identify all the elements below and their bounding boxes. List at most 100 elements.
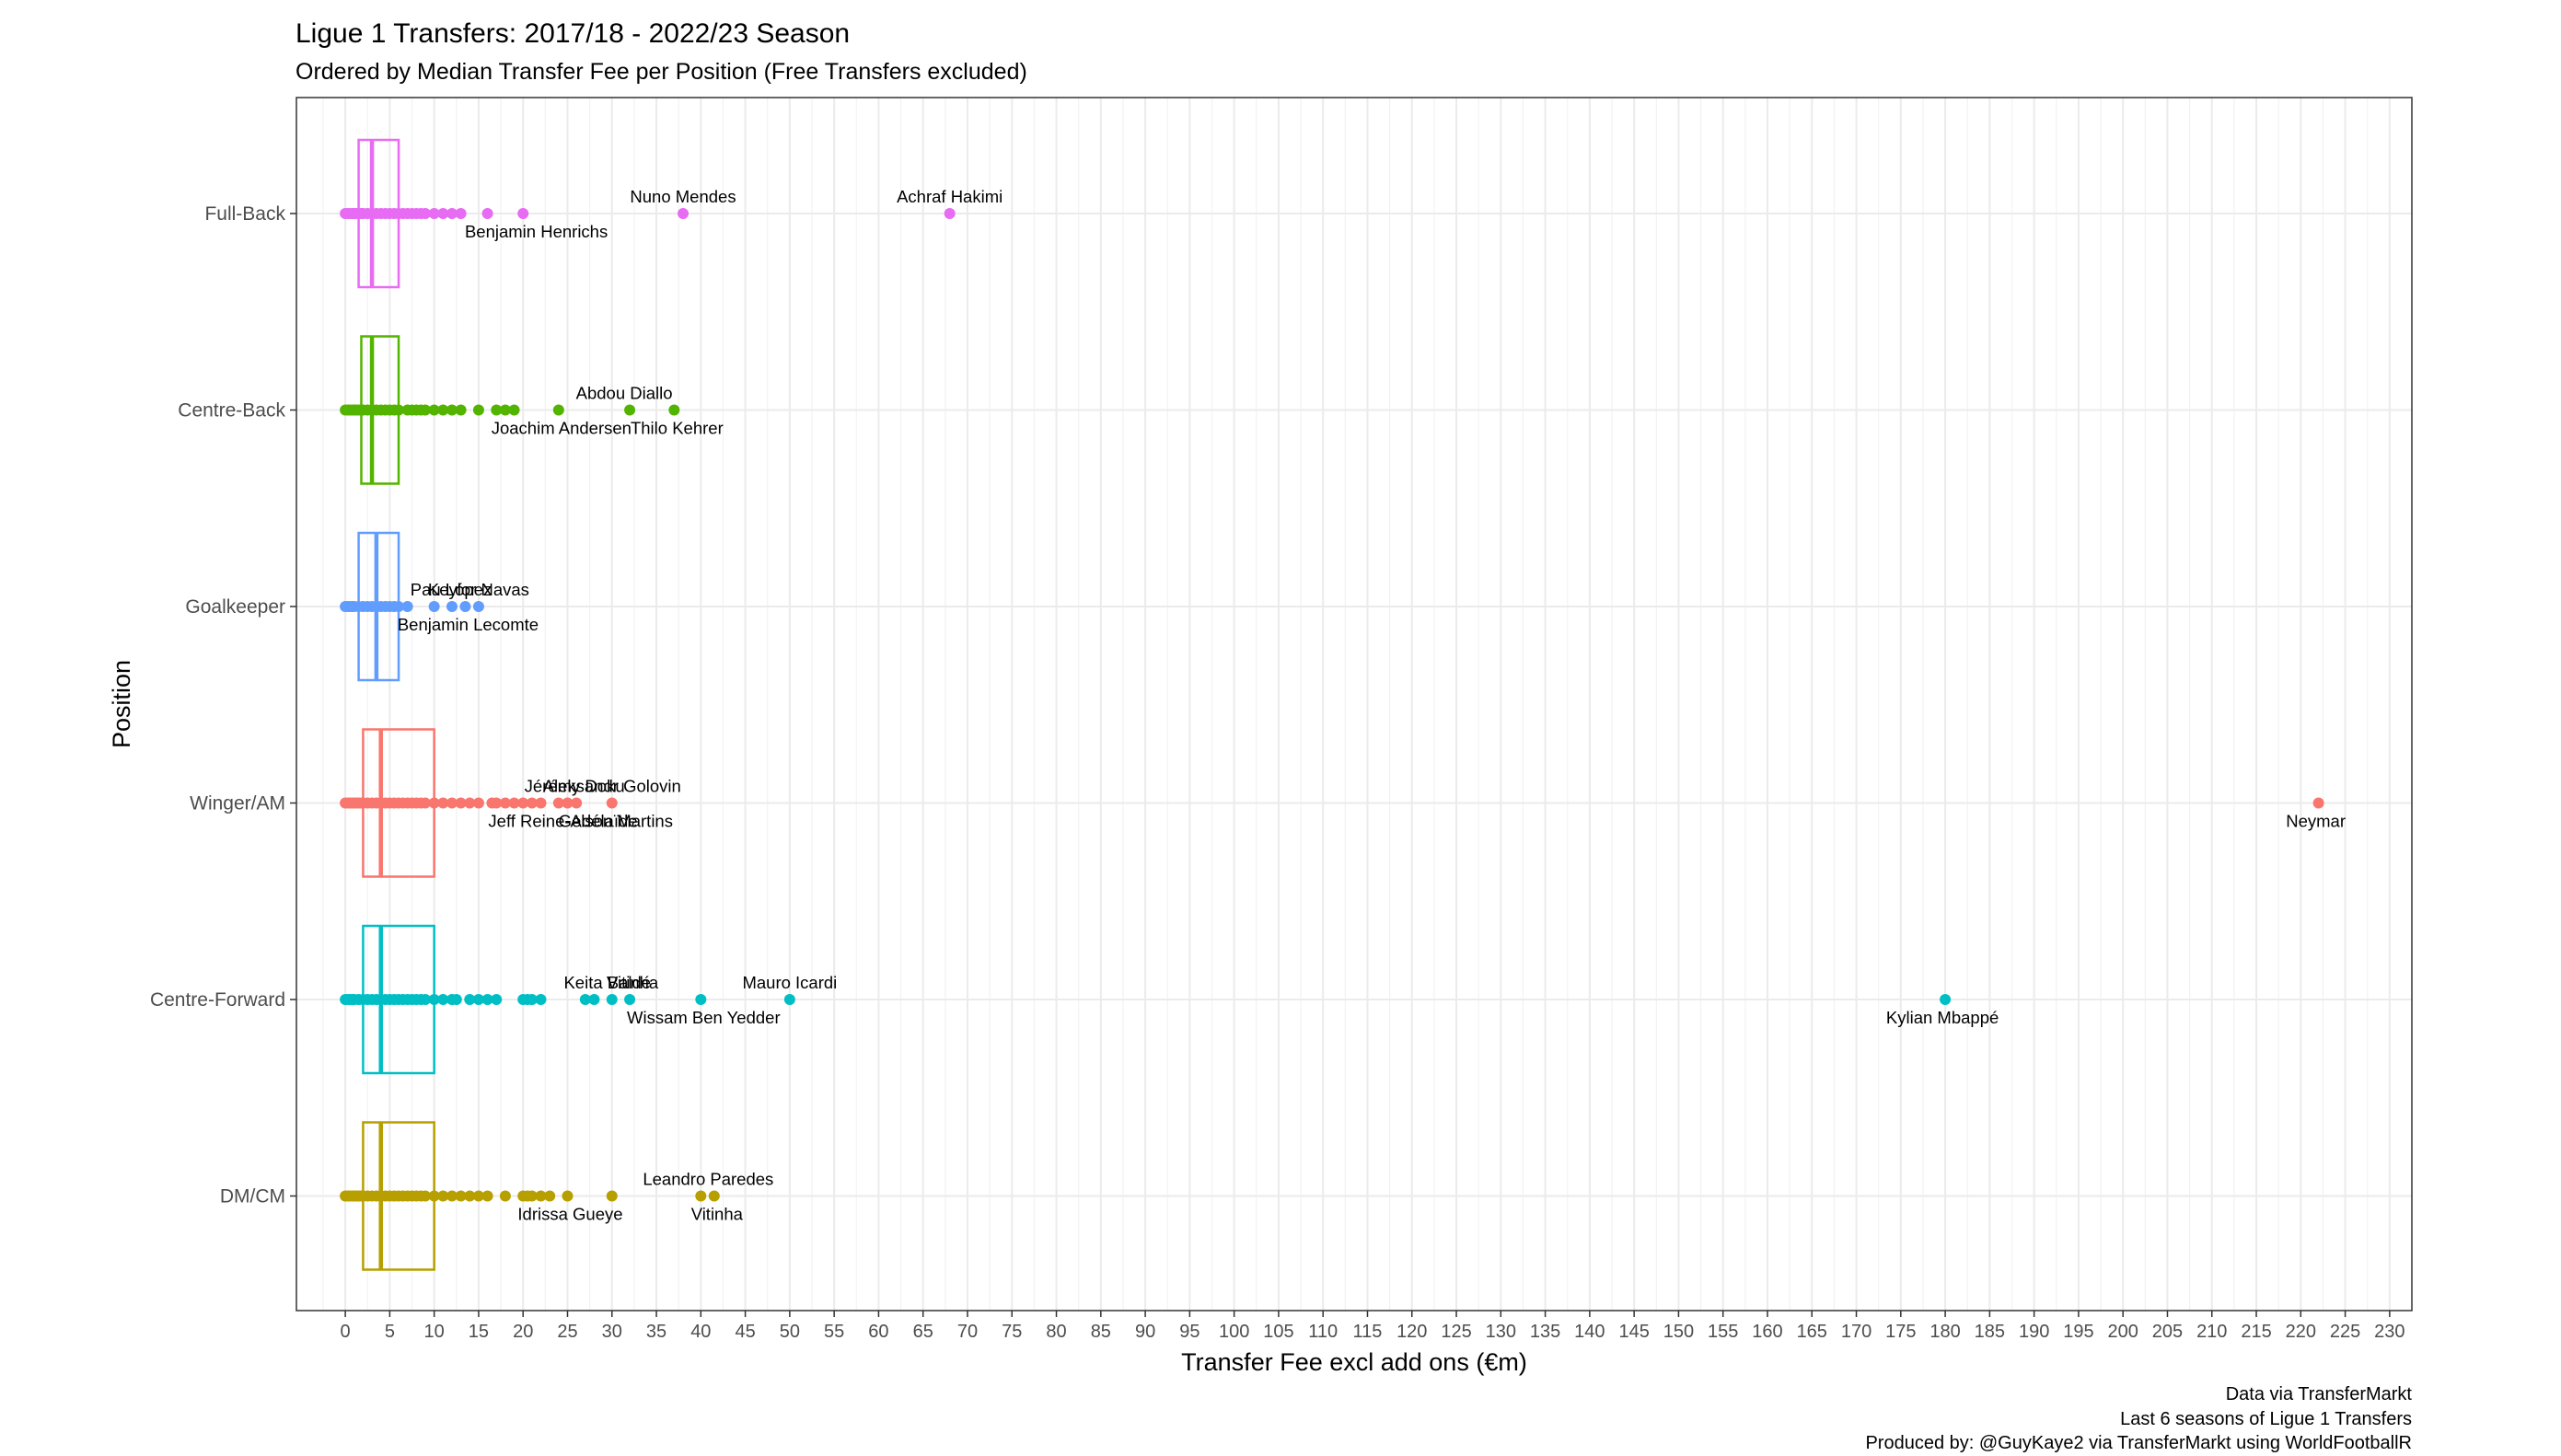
data-point	[464, 797, 476, 809]
data-point	[437, 404, 449, 416]
data-point	[552, 797, 564, 809]
data-point	[420, 994, 432, 1005]
data-point	[455, 1190, 467, 1202]
data-point	[428, 404, 440, 416]
point-label: Kylian Mbappé	[1886, 1008, 1999, 1027]
x-tick-label: 185	[1975, 1322, 2005, 1342]
point-label: Keita Baldé	[563, 973, 651, 992]
data-point	[428, 797, 440, 809]
point-label: Vitinha	[607, 973, 659, 992]
data-point	[472, 404, 484, 416]
y-tick-label: Centre-Forward	[150, 989, 285, 1011]
point-label: Joachim Andersen	[492, 419, 632, 438]
caption-line-2: Last 6 seasons of Ligue 1 Transfers	[2120, 1409, 2412, 1429]
x-tick-label: 95	[1179, 1322, 1199, 1342]
data-point	[508, 404, 520, 416]
x-axis: 0 5 10 15 20 25 30 35 40 45 50 55 60 65 70 75 80 85 90 95 10…	[341, 1311, 2405, 1342]
x-tick-label: 145	[1618, 1322, 1649, 1342]
x-tick-label: 180	[1929, 1322, 1960, 1342]
data-point	[437, 1190, 449, 1202]
x-tick-label: 40	[690, 1322, 711, 1342]
data-point	[472, 1190, 484, 1202]
point-layer	[340, 208, 2324, 1202]
x-tick-label: 10	[424, 1322, 445, 1342]
data-point	[499, 404, 511, 416]
data-point	[544, 1190, 556, 1202]
plot-panel	[296, 98, 2412, 1311]
x-tick-label: 105	[1263, 1322, 1293, 1342]
data-point	[491, 797, 503, 809]
x-tick-label: 215	[2241, 1322, 2271, 1342]
x-tick-label: 150	[1663, 1322, 1694, 1342]
x-tick-label: 90	[1135, 1322, 1155, 1342]
y-tick-label: Centre-Back	[178, 400, 285, 422]
x-tick-label: 125	[1441, 1322, 1471, 1342]
data-point	[588, 994, 600, 1005]
data-point	[606, 797, 618, 809]
data-point	[464, 1190, 476, 1202]
y-tick-label: Winger/AM	[190, 793, 285, 815]
point-label: Nuno Mendes	[630, 187, 736, 206]
point-label: Neymar	[2286, 812, 2346, 831]
data-point	[428, 208, 440, 219]
y-axis-label: Position	[108, 660, 135, 748]
x-tick-label: 65	[913, 1322, 933, 1342]
data-point	[526, 994, 538, 1005]
x-tick-label: 155	[1708, 1322, 1738, 1342]
data-point	[401, 601, 413, 612]
x-tick-label: 210	[2196, 1322, 2227, 1342]
y-tick-label: Goalkeeper	[185, 596, 285, 618]
point-label: Vitinha	[691, 1205, 744, 1224]
point-label: Achraf Hakimi	[897, 187, 1002, 206]
x-tick-label: 120	[1396, 1322, 1427, 1342]
data-point	[668, 404, 680, 416]
x-tick-label: 205	[2152, 1322, 2183, 1342]
point-label: Benjamin Henrichs	[465, 222, 608, 241]
x-tick-label: 45	[735, 1322, 755, 1342]
data-point	[481, 1190, 493, 1202]
point-label: Aleksandr Golovin	[543, 777, 681, 796]
point-label: Gelson Martins	[559, 812, 673, 831]
data-point	[1940, 994, 1952, 1005]
data-point	[491, 994, 503, 1005]
data-point	[446, 1190, 458, 1202]
data-point	[428, 994, 440, 1005]
data-point	[624, 994, 636, 1005]
x-tick-label: 75	[1002, 1322, 1022, 1342]
data-point	[437, 208, 449, 219]
point-label: Abdou Diallo	[576, 384, 673, 403]
data-point	[535, 797, 547, 809]
point-label: Pau López	[411, 580, 492, 599]
data-point	[571, 797, 583, 809]
x-tick-label: 230	[2374, 1322, 2405, 1342]
y-tick-label: DM/CM	[220, 1186, 285, 1208]
x-tick-label: 25	[557, 1322, 577, 1342]
x-tick-label: 55	[824, 1322, 844, 1342]
x-tick-label: 80	[1046, 1322, 1066, 1342]
x-tick-label: 135	[1530, 1322, 1560, 1342]
data-point	[437, 994, 449, 1005]
caption-line-1: Data via TransferMarkt	[2226, 1384, 2413, 1404]
x-tick-label: 130	[1486, 1322, 1516, 1342]
chart-title: Ligue 1 Transfers: 2017/18 - 2022/23 Sea…	[296, 18, 850, 49]
data-point	[695, 1190, 707, 1202]
data-point	[446, 208, 458, 219]
x-tick-label: 200	[2108, 1322, 2138, 1342]
data-point	[481, 994, 493, 1005]
x-tick-label: 195	[2063, 1322, 2093, 1342]
point-label: Jérémy Doku	[525, 777, 625, 796]
data-point	[499, 1190, 511, 1202]
data-point	[535, 1190, 547, 1202]
data-point	[2312, 797, 2324, 809]
data-point	[606, 994, 618, 1005]
data-point	[420, 208, 432, 219]
data-point	[708, 1190, 720, 1202]
y-axis: Full-Back Centre-Back Goalkeeper Winger/AM C…	[150, 203, 296, 1208]
x-tick-label: 100	[1219, 1322, 1249, 1342]
caption-line-3: Produced by: @GuyKaye2 via TransferMarkt…	[1865, 1433, 2412, 1453]
point-label: Jeff Reine-Adélaïde	[488, 812, 637, 831]
data-point	[446, 797, 458, 809]
x-tick-label: 190	[2019, 1322, 2049, 1342]
point-label: Idrissa Gueye	[517, 1205, 622, 1224]
